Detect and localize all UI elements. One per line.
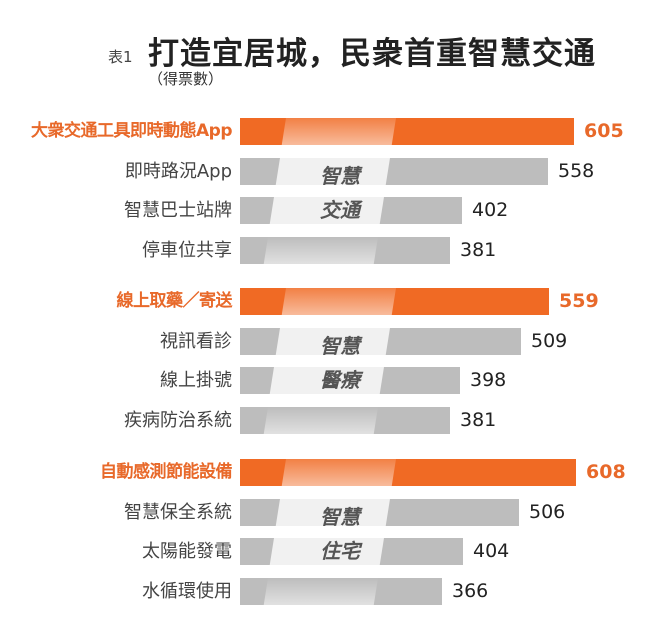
bar-label: 自動感測節能設備 — [100, 462, 233, 482]
bar-value: 509 — [531, 329, 568, 352]
bar-label: 智慧巴士站牌 — [124, 200, 232, 221]
highlight-band — [281, 118, 396, 145]
bar — [240, 459, 576, 486]
bar-row: 即時路況App 558 — [0, 157, 656, 185]
chart-title: 打造宜居城，民衆首重智慧交通 — [148, 36, 596, 72]
highlight-band — [263, 406, 378, 434]
bar-value: 605 — [584, 120, 624, 142]
bar-row: 太陽能發電 404 — [0, 538, 656, 565]
bar-value: 398 — [470, 369, 507, 391]
bar — [240, 538, 463, 565]
bar-row: 線上掛號 398 — [0, 367, 656, 394]
category-line-1: 智慧 — [320, 504, 360, 529]
bar — [240, 327, 521, 355]
bar-value: 404 — [473, 540, 510, 562]
table-number: 表1 — [108, 48, 133, 66]
bar-label: 水循環使用 — [142, 580, 232, 602]
bar-value: 402 — [472, 199, 509, 221]
bar-label: 即時路況App — [124, 160, 232, 182]
bar-row: 水循環使用 366 — [0, 577, 656, 605]
group-category-label: 智慧 住宅 — [300, 503, 380, 565]
bar-row: 智慧巴士站牌 402 — [0, 197, 656, 224]
bar — [240, 118, 574, 145]
category-line-1: 智慧 — [320, 163, 360, 188]
group-category-label: 智慧 醫療 — [300, 332, 380, 394]
group-category-label: 智慧 交通 — [300, 162, 380, 224]
bar-row: 停車位共享 381 — [0, 236, 656, 264]
bar-row: 大衆交通工具即時動態App 605 — [0, 118, 656, 145]
bar — [240, 236, 450, 264]
highlight-band — [281, 288, 396, 315]
bar — [240, 577, 442, 605]
bar-value: 366 — [452, 579, 489, 602]
chart-subtitle: （得票數） — [148, 70, 224, 88]
bar-row: 線上取藥／寄送 559 — [0, 288, 656, 315]
bar-value: 558 — [558, 159, 595, 182]
bar-label: 疾病防治系統 — [124, 409, 232, 431]
bar — [240, 157, 548, 185]
bar-label: 太陽能發電 — [142, 541, 232, 562]
bar-value: 381 — [460, 238, 497, 261]
bar-row: 視訊看診 509 — [0, 327, 656, 355]
bar-label: 視訊看診 — [160, 330, 232, 352]
category-line-2: 交通 — [320, 197, 360, 222]
bar — [240, 288, 549, 315]
bar-label: 智慧保全系統 — [124, 501, 232, 523]
highlight-band — [281, 459, 396, 486]
bar-value: 559 — [559, 290, 599, 312]
bar-label: 大衆交通工具即時動態App — [31, 121, 233, 141]
bar-value: 608 — [586, 461, 626, 483]
category-line-1: 智慧 — [320, 333, 360, 358]
bar-row: 疾病防治系統 381 — [0, 406, 656, 434]
bar-label: 線上掛號 — [160, 370, 232, 391]
bar — [240, 197, 462, 224]
category-line-2: 住宅 — [320, 538, 360, 563]
bar-row: 自動感測節能設備 608 — [0, 459, 656, 486]
bar-row: 智慧保全系統 506 — [0, 498, 656, 526]
highlight-band — [263, 236, 378, 264]
bar-value: 381 — [460, 408, 497, 431]
bar — [240, 406, 450, 434]
bar-label: 線上取藥／寄送 — [116, 291, 233, 311]
bar — [240, 367, 460, 394]
bar-label: 停車位共享 — [142, 239, 232, 261]
highlight-band — [263, 577, 378, 605]
bar-value: 506 — [529, 500, 566, 523]
category-line-2: 醫療 — [320, 367, 360, 392]
bar — [240, 498, 519, 526]
